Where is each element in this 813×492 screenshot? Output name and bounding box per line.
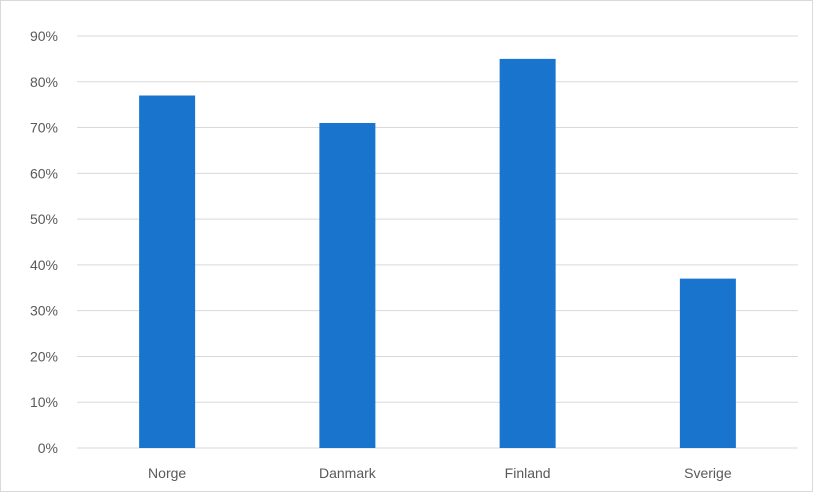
bar-finland [499,58,556,449]
y-tick-label: 40% [30,257,58,273]
y-tick-label: 10% [30,394,58,410]
bar-norge [139,95,196,448]
x-tick-label: Finland [505,465,551,481]
y-tick-label: 50% [30,211,58,227]
y-tick-label: 20% [30,348,58,364]
y-tick-label: 90% [30,28,58,44]
x-tick-label: Danmark [319,465,377,481]
x-axis-tick-labels: Norge Danmark Finland Sverige [148,465,732,481]
bar-sverige [679,278,736,448]
y-tick-label: 30% [30,303,58,319]
bar-danmark [319,122,376,448]
y-tick-label: 0% [38,440,58,456]
bars [139,58,736,449]
y-tick-label: 60% [30,165,58,181]
y-tick-label: 70% [30,120,58,136]
gridlines [77,35,798,449]
x-tick-label: Norge [148,465,186,481]
y-axis-tick-labels: 0% 10% 20% 30% 40% 50% 60% 70% 80% 90% [30,28,58,456]
x-tick-label: Sverige [684,465,732,481]
y-tick-label: 80% [30,74,58,90]
